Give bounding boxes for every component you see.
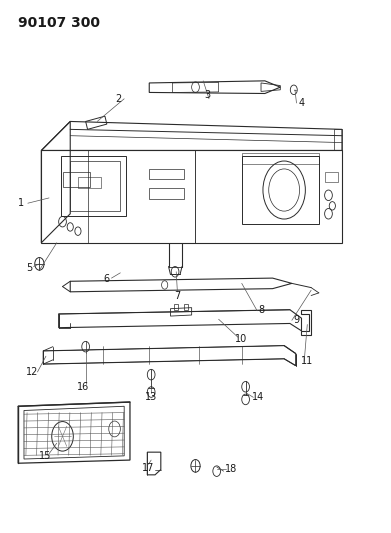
- Text: 12: 12: [25, 367, 38, 377]
- Text: 16: 16: [77, 382, 89, 392]
- Text: 13: 13: [145, 392, 157, 402]
- Text: 4: 4: [298, 98, 305, 108]
- Text: 9: 9: [293, 316, 300, 325]
- Text: 18: 18: [225, 464, 237, 474]
- Text: 6: 6: [104, 273, 110, 284]
- Text: 90107 300: 90107 300: [18, 16, 100, 30]
- Text: 3: 3: [204, 90, 210, 100]
- Text: 7: 7: [174, 290, 181, 301]
- Text: 10: 10: [235, 334, 247, 344]
- Text: 11: 11: [301, 357, 314, 367]
- Text: 1: 1: [18, 198, 24, 208]
- Text: 8: 8: [259, 305, 265, 315]
- Text: 14: 14: [252, 392, 264, 402]
- Text: 2: 2: [115, 94, 122, 104]
- Text: 5: 5: [26, 263, 32, 272]
- Text: 17: 17: [142, 463, 155, 473]
- Text: 15: 15: [39, 451, 51, 462]
